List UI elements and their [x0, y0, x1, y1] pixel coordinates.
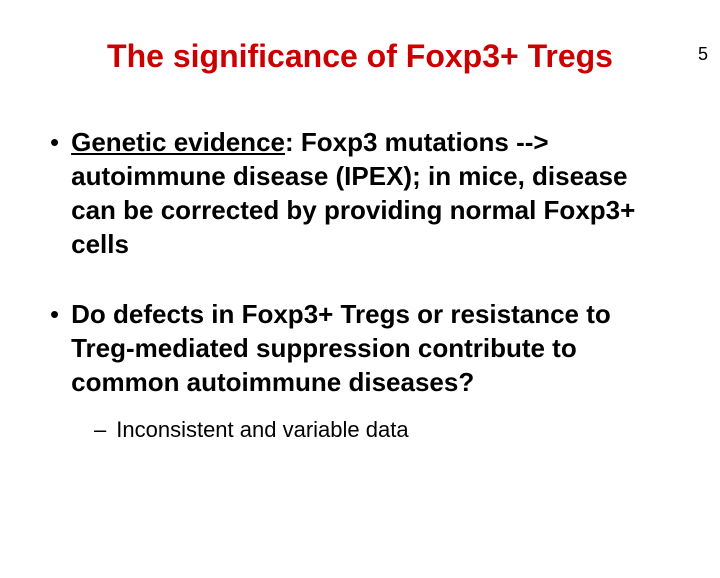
page-number: 5	[698, 44, 708, 65]
sub-bullet-marker: –	[94, 415, 106, 445]
bullet-lead-underlined: Genetic evidence	[71, 127, 285, 157]
bullet-text: Genetic evidence: Foxp3 mutations --> au…	[71, 125, 670, 261]
bullet-marker: •	[50, 297, 59, 331]
sub-bullet-text: Inconsistent and variable data	[116, 415, 408, 445]
bullet-item: • Genetic evidence: Foxp3 mutations --> …	[50, 125, 670, 261]
sub-bullet-item: – Inconsistent and variable data	[50, 415, 670, 445]
bullet-text: Do defects in Foxp3+ Tregs or resistance…	[71, 297, 670, 399]
bullet-list: • Genetic evidence: Foxp3 mutations --> …	[0, 125, 720, 445]
bullet-marker: •	[50, 125, 59, 159]
bullet-item: • Do defects in Foxp3+ Tregs or resistan…	[50, 297, 670, 399]
slide-title: The significance of Foxp3+ Tregs	[0, 38, 720, 75]
